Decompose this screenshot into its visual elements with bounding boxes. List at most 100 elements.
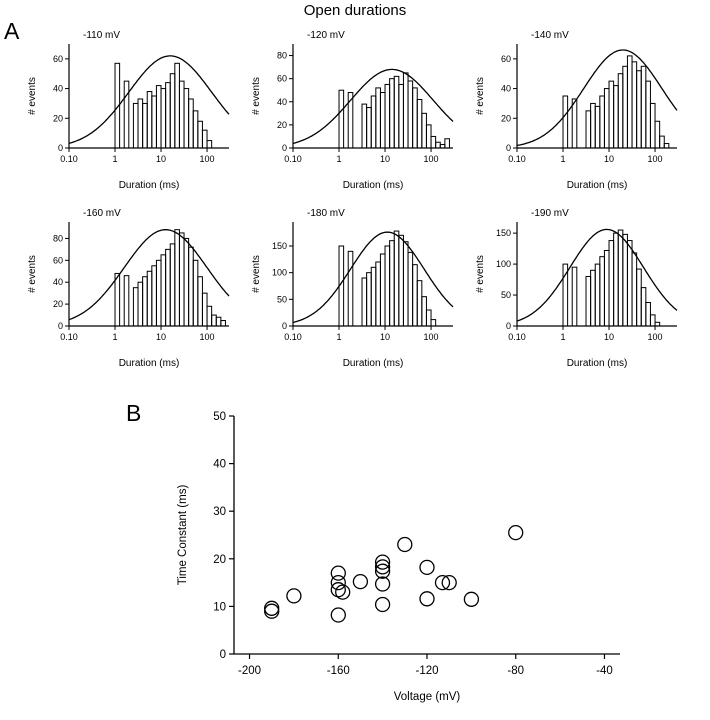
histogram-bar xyxy=(613,232,619,327)
histogram-bar xyxy=(174,62,180,149)
data-point xyxy=(264,600,280,616)
y-tick-label: 0 xyxy=(282,321,287,331)
y-tick-label: 150 xyxy=(272,241,287,251)
histogram-bar xyxy=(361,277,368,327)
histogram-bar xyxy=(151,265,157,327)
y-tick-label: 20 xyxy=(53,113,63,123)
x-tick-label: -160 xyxy=(327,665,350,677)
x-tick-label: 10 xyxy=(604,332,614,342)
y-tick-label: 40 xyxy=(53,84,63,94)
histogram-bars xyxy=(562,229,661,327)
histogram-bar xyxy=(197,276,203,327)
axes xyxy=(233,416,620,655)
y-tick-label: 80 xyxy=(53,233,63,243)
histogram-bar xyxy=(585,275,592,327)
histogram-bar xyxy=(631,252,638,327)
histogram-bar xyxy=(407,251,414,327)
y-axis-label: # events xyxy=(251,255,262,293)
histogram-bar xyxy=(132,287,139,327)
histogram-bar xyxy=(645,80,651,149)
panel-a-label: A xyxy=(4,18,20,44)
histogram-bar xyxy=(137,98,144,149)
axes xyxy=(516,44,677,149)
histogram-bar xyxy=(211,314,217,327)
histogram-bar xyxy=(412,87,418,149)
histogram-bar xyxy=(361,103,368,149)
histogram-bar xyxy=(366,107,372,149)
histogram-panel: 0.10 1 10 100 0 20 40 60 -110 mV # events Duration… xyxy=(25,26,237,194)
histogram-bar xyxy=(590,269,596,327)
histogram--190-mV: 0.10 1 10 100 0 50 100 150 -190 mV # events Durati… xyxy=(475,208,678,369)
histogram-bar xyxy=(640,65,647,149)
x-tick-label: 100 xyxy=(648,332,663,342)
data-point xyxy=(335,584,351,600)
histogram-bar xyxy=(617,73,624,149)
x-tick-label: 100 xyxy=(424,332,439,342)
histogram-bar xyxy=(347,250,354,327)
subplot-title: -180 mV xyxy=(307,208,345,219)
histogram--120-mV: 0.10 1 10 100 0 20 40 60 80 -120 mV # events Durati… xyxy=(251,30,454,191)
x-axis-label: Duration (ms) xyxy=(343,180,404,191)
y-tick-label: 20 xyxy=(53,299,63,309)
histogram-bar xyxy=(571,266,578,327)
histogram-bar xyxy=(375,87,381,149)
x-tick-label: 10 xyxy=(604,154,614,164)
histogram-bars xyxy=(114,62,213,149)
y-tick-label: 0 xyxy=(58,321,63,331)
x-tick-label: -200 xyxy=(238,665,261,677)
histogram-bar xyxy=(603,88,610,149)
histogram-bar xyxy=(398,234,404,327)
histogram-bar xyxy=(146,91,153,149)
x-axis-label: Duration (ms) xyxy=(343,358,404,369)
histogram-bar xyxy=(645,301,651,327)
data-point xyxy=(463,591,480,607)
fit-curve xyxy=(292,231,454,324)
x-tick-label: -80 xyxy=(507,665,524,677)
data-point xyxy=(441,574,457,591)
histogram-bar xyxy=(375,261,381,327)
data-point xyxy=(374,559,391,575)
x-tick-label: 1 xyxy=(561,154,566,164)
histogram-panel: 0.10 1 10 100 0 50 100 150 -190 mV # events Durati… xyxy=(473,204,685,372)
x-tick-label: 0.10 xyxy=(508,154,526,164)
histogram-bar xyxy=(562,263,569,327)
histogram--110-mV: 0.10 1 10 100 0 20 40 60 -110 mV # events Duration… xyxy=(27,30,230,191)
histogram-bar xyxy=(416,98,423,149)
histogram-bar xyxy=(114,62,121,149)
x-tick-label: -40 xyxy=(596,665,613,677)
x-tick-label: 100 xyxy=(424,154,439,164)
histogram-bar xyxy=(347,92,354,149)
histogram-bar xyxy=(201,292,208,327)
histogram-bar xyxy=(590,102,596,149)
x-axis-label: Duration (ms) xyxy=(119,358,180,369)
histogram-bar xyxy=(649,102,656,149)
histogram-bar xyxy=(178,80,185,149)
histogram-bar xyxy=(165,82,171,149)
histogram-bar xyxy=(435,141,441,149)
histogram-bar xyxy=(425,124,432,149)
histogram-bar xyxy=(183,237,190,327)
y-tick-label: 40 xyxy=(53,277,63,287)
histogram-bar xyxy=(142,102,148,149)
histogram-bar xyxy=(146,270,153,327)
y-axis-label: Time Constant (ms) xyxy=(177,485,189,586)
x-axis-label: Voltage (mV) xyxy=(394,691,461,703)
data-point xyxy=(330,574,346,591)
histogram-bar xyxy=(585,110,592,149)
histogram-bar xyxy=(407,80,414,149)
x-tick-label: 10 xyxy=(380,332,390,342)
y-tick-label: 50 xyxy=(213,411,226,423)
histogram-bars xyxy=(338,230,437,327)
histogram-bar xyxy=(220,320,226,327)
fit-curve xyxy=(68,55,230,145)
y-tick-label: 60 xyxy=(53,54,63,64)
histogram-bar xyxy=(430,319,437,327)
data-point xyxy=(330,607,346,623)
histogram-bar xyxy=(412,264,418,327)
y-tick-label: 150 xyxy=(496,228,511,238)
histogram-bar xyxy=(599,95,605,149)
histogram-bar xyxy=(123,275,130,327)
histogram-bar xyxy=(659,135,665,149)
x-axis-label: Duration (ms) xyxy=(567,180,628,191)
y-tick-label: 0 xyxy=(506,143,511,153)
